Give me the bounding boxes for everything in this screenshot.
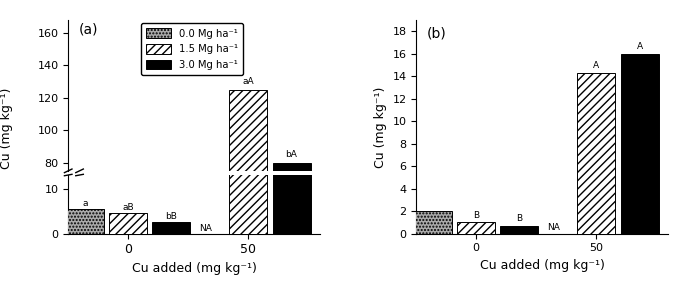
Text: bB: bB [166, 212, 177, 221]
Bar [577, 73, 615, 234]
Y-axis label: Cu (mg kg⁻¹): Cu (mg kg⁻¹) [374, 86, 387, 168]
Text: NA: NA [198, 224, 211, 233]
Legend: 0.0 Mg ha⁻¹, 1.5 Mg ha⁻¹, 3.0 Mg ha⁻¹: 0.0 Mg ha⁻¹, 1.5 Mg ha⁻¹, 3.0 Mg ha⁻¹ [141, 23, 243, 75]
Text: NA: NA [547, 223, 559, 232]
Bar [229, 0, 267, 234]
Bar [66, 209, 104, 234]
X-axis label: Cu added (mg kg⁻¹): Cu added (mg kg⁻¹) [132, 262, 256, 275]
Text: aB: aB [123, 203, 134, 212]
Text: aA: aA [243, 77, 254, 86]
Bar [273, 163, 310, 285]
Bar [273, 0, 310, 234]
Bar [109, 213, 147, 234]
Text: B: B [473, 211, 479, 220]
Bar [621, 54, 659, 234]
Text: B: B [516, 214, 522, 223]
Text: a: a [83, 199, 88, 207]
X-axis label: Cu added (mg kg⁻¹): Cu added (mg kg⁻¹) [480, 259, 605, 272]
Bar [457, 223, 495, 234]
Bar [229, 90, 267, 285]
Text: A: A [636, 42, 642, 51]
Bar [66, 284, 104, 285]
Text: (b): (b) [426, 26, 446, 40]
Text: Cu (mg kg⁻¹): Cu (mg kg⁻¹) [0, 87, 14, 169]
Bar [414, 211, 452, 234]
Bar [501, 226, 539, 234]
Text: bA: bA [286, 150, 297, 159]
Bar [153, 222, 190, 234]
Text: A: A [593, 61, 599, 70]
Text: (a): (a) [78, 23, 98, 37]
